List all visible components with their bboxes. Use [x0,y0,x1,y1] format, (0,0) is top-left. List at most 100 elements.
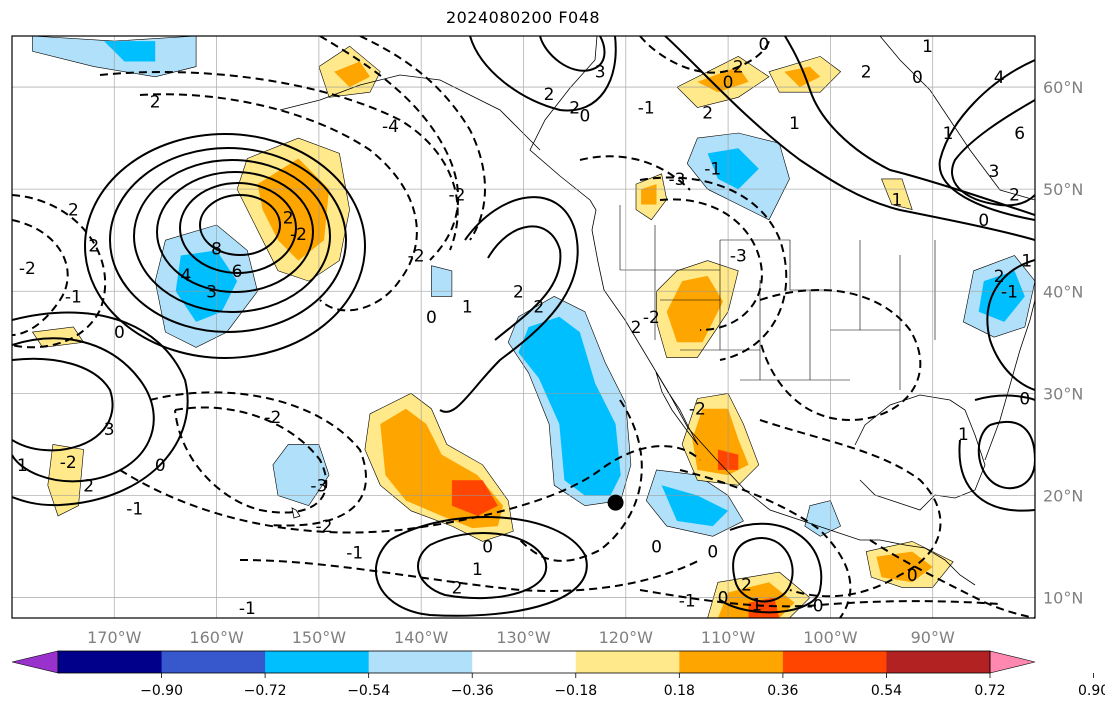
contour-line-dashed [519,399,643,562]
contour-value-label: 1 [17,456,28,476]
colorbar-tick-label: −0.36 [451,683,494,699]
contour-line [439,196,579,413]
contour-value-label: 2 [702,104,713,124]
contour-value-label: 1 [789,114,800,134]
shaded-region [451,480,498,516]
contour-line-dashed [579,155,691,191]
contour-value-label: 2 [283,209,294,229]
contour-value-label: 2 [88,236,99,256]
contour-value-label: 2 [83,476,94,496]
longitude-label: 120°W [599,628,654,647]
shaded-region [257,158,330,261]
colorbar: −0.90 −0.72 −0.54 −0.36 −0.18 0.18 0.36 0.54 0.7… [11,650,1105,699]
contour-line [374,516,588,617]
contour-line [977,420,1035,490]
contour-value-label: 3 [595,63,606,83]
negative-contour-layer [12,36,1035,618]
latitude-label: 30°N [1043,384,1083,403]
contour-line [732,537,794,603]
latitude-label: 50°N [1043,180,1083,199]
colorbar-ticks: −0.90 −0.72 −0.54 −0.36 −0.18 0.18 0.36 0.54 0.7… [140,673,1105,699]
colorbar-extend-low [11,650,59,674]
colorbar-segment [472,651,577,673]
contour-value-label: 0 [114,323,125,343]
shaded-region [518,316,621,496]
contour-value-label: -1 [1001,282,1018,302]
contour-value-label: 0 [579,107,590,127]
contour-value-label: 1 [891,190,902,210]
contour-value-label: -2 [643,308,660,328]
colorbar-segment [265,651,370,673]
contour-line-dashed [759,419,942,598]
contour-value-label: 0 [907,566,918,586]
contour-value-label: 3 [206,282,217,302]
shaded-region [707,148,759,190]
contour-line [487,225,562,341]
contour-value-label: 2 [533,298,544,318]
contour-line [951,99,1035,207]
colorbar-segment [782,651,887,673]
contour-value-label: 2 [68,201,79,221]
contour-value-label: -2 [408,247,425,267]
shaded-region [784,66,821,88]
contour-value-label: -2 [264,408,281,428]
latitude-label: 10°N [1043,589,1083,608]
coastline-east [984,299,1035,461]
contour-value-label: 0 [912,68,923,88]
contour-value-label: 2 [1009,185,1020,205]
contour-value-label: -1 [679,592,696,612]
contour-value-label: 1 [922,37,933,57]
longitude-label: 100°W [803,628,858,647]
contour-ring [156,171,314,293]
shaded-region [104,41,156,62]
contour-value-label: 0 [1019,389,1030,409]
contour-layer [12,36,1035,617]
contour-value-label: 0 [426,308,437,328]
latitude-label: 20°N [1043,486,1083,505]
contour-value-label: -2 [449,185,466,205]
contour-line-dashed [12,219,69,336]
shaded-region [881,178,913,211]
contour-value-label: -2 [316,517,333,537]
longitude-label: 170°W [87,628,142,647]
longitude-labels: 170°W 160°W 150°W 140°W 130°W 120°W 110°W 100°W… [87,628,955,647]
shaded-region [978,270,1025,322]
colorbar-tick-label: −0.54 [347,683,390,699]
contour-value-label: 2 [150,92,161,112]
colorbar-tick-label: 0.36 [767,683,798,699]
contour-value-label: 0 [723,73,734,93]
colorbar-segment [575,651,680,673]
contour-value-label: 1 [943,124,954,144]
contour-value-label: -1 [346,544,363,564]
contour-line [958,394,1035,512]
map-title: 2024080200 F048 [445,8,601,27]
contour-value-label: 1 [462,298,473,318]
contour-value-label: 2 [513,282,524,302]
contour-line-dashed [139,93,418,312]
shaded-region [334,61,370,88]
contour-line-dashed [639,36,771,74]
contour-ring [199,194,281,256]
contour-value-label: 2 [544,85,555,105]
contour-value-label: -3 [668,170,685,190]
contour-line [664,36,1035,241]
contour-value-label: 2 [452,578,463,598]
contour-value-label: 0 [482,538,493,558]
contour-line-dashed [679,469,852,618]
map-frame [11,35,1036,619]
contour-line-dashed [869,539,1035,618]
state-borders [619,205,936,390]
contour-line-dashed [12,194,106,349]
contour-value-label: -1 [704,160,721,180]
contour-value-label: 4 [180,266,191,286]
contour-ring [179,182,297,274]
latitude-label: 60°N [1043,78,1083,97]
contour-value-label: -0 [807,597,824,617]
colorbar-segment [58,651,163,673]
longitude-label: 130°W [496,628,551,647]
contour-value-label: 0 [651,538,662,558]
contour-value-label: 1 [1021,252,1032,272]
contour-value-label: -3 [730,247,747,267]
colorbar-segment [161,651,266,673]
